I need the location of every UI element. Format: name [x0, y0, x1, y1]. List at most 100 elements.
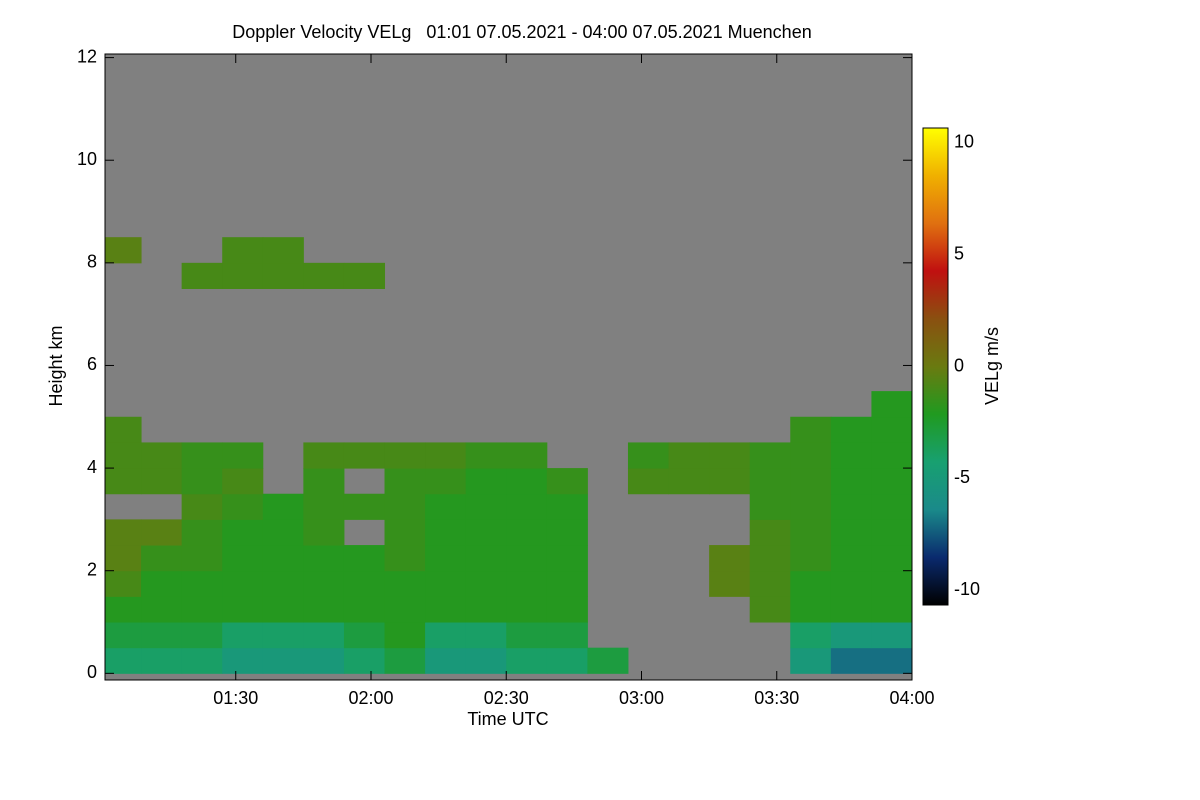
heatmap-cell	[384, 468, 426, 495]
x-tick-label: 03:00	[619, 688, 664, 708]
heatmap-cell	[749, 468, 791, 495]
heatmap-cell	[871, 416, 912, 443]
heatmap-cell	[871, 391, 912, 418]
heatmap-cell	[105, 519, 142, 546]
heatmap-cell	[105, 570, 142, 597]
heatmap-cell	[668, 442, 710, 469]
heatmap-cell	[141, 570, 183, 597]
x-tick-label: 04:00	[889, 688, 934, 708]
heatmap-cell	[749, 570, 791, 597]
heatmap-cell	[465, 545, 507, 572]
heatmap-cell	[303, 262, 345, 289]
heatmap-cell	[303, 545, 345, 572]
heatmap-cell	[222, 468, 264, 495]
heatmap-cell	[181, 468, 223, 495]
heatmap-cell	[141, 647, 183, 674]
heatmap-cell	[465, 468, 507, 495]
heatmap-cell	[506, 493, 548, 520]
heatmap-cell	[181, 647, 223, 674]
heatmap-cell	[546, 570, 588, 597]
heatmap-cell	[830, 647, 872, 674]
heatmap-cell	[871, 468, 912, 495]
heatmap-cell	[105, 468, 142, 495]
heatmap-cell	[222, 647, 264, 674]
heatmap-cell	[871, 519, 912, 546]
heatmap-cell	[546, 468, 588, 495]
heatmap-cell	[343, 570, 386, 597]
heatmap-cell	[790, 493, 832, 520]
heatmap-cell	[384, 647, 426, 674]
heatmap-cell	[709, 468, 751, 495]
heatmap-cell	[303, 468, 345, 495]
heatmap-cell	[465, 596, 507, 623]
heatmap-cell	[790, 468, 832, 495]
heatmap-cell	[262, 493, 304, 520]
heatmap-cell	[465, 519, 507, 546]
heatmap-cell	[709, 545, 751, 572]
heatmap-cell	[303, 596, 345, 623]
heatmap-cell	[506, 570, 548, 597]
heatmap-cell	[506, 596, 548, 623]
y-axis-label: Height km	[46, 325, 66, 406]
heatmap-cell	[105, 416, 142, 443]
heatmap-cell	[425, 647, 467, 674]
heatmap-cell	[506, 647, 548, 674]
heatmap-cell	[141, 442, 183, 469]
colorbar	[922, 127, 949, 606]
heatmap-cell	[384, 622, 426, 649]
heatmap-cell	[343, 262, 386, 289]
heatmap-cell	[181, 622, 223, 649]
heatmap-cell	[384, 519, 426, 546]
heatmap-cell	[790, 570, 832, 597]
colorbar-tick-label: -5	[954, 467, 970, 487]
heatmap-cell	[871, 442, 912, 469]
heatmap-cell	[830, 442, 872, 469]
heatmap-cell	[343, 442, 386, 469]
heatmap-cell	[262, 237, 304, 264]
y-tick-label: 4	[87, 457, 97, 477]
heatmap-cell	[830, 468, 872, 495]
heatmap-cell	[105, 237, 142, 264]
heatmap-cell	[790, 519, 832, 546]
heatmap-cell	[627, 468, 670, 495]
heatmap-cell	[303, 442, 345, 469]
heatmap-cell	[303, 647, 345, 674]
heatmap-cell	[587, 647, 629, 674]
y-tick-label: 0	[87, 662, 97, 682]
y-tick-label: 10	[77, 149, 97, 169]
heatmap-cell	[790, 622, 832, 649]
heatmap-cell	[384, 596, 426, 623]
heatmap-cell	[627, 442, 670, 469]
heatmap-cell	[343, 647, 386, 674]
heatmap-cell	[790, 416, 832, 443]
heatmap-cell	[790, 442, 832, 469]
colorbar-tick-label: 5	[954, 243, 964, 263]
heatmap-cell	[105, 442, 142, 469]
heatmap-cell	[546, 493, 588, 520]
heatmap-cell	[222, 442, 264, 469]
heatmap-cell	[465, 442, 507, 469]
heatmap-cell	[546, 519, 588, 546]
heatmap-cell	[790, 647, 832, 674]
heatmap-cell	[546, 596, 588, 623]
heatmap-cell	[262, 622, 304, 649]
heatmap	[105, 237, 912, 674]
heatmap-cell	[749, 519, 791, 546]
heatmap-cell	[830, 493, 872, 520]
heatmap-cell	[262, 545, 304, 572]
heatmap-cell	[668, 468, 710, 495]
heatmap-cell	[830, 622, 872, 649]
heatmap-cell	[749, 545, 791, 572]
heatmap-cell	[546, 622, 588, 649]
heatmap-cell	[749, 442, 791, 469]
heatmap-cell	[222, 596, 264, 623]
y-tick-label: 12	[77, 46, 97, 66]
y-tick-label: 8	[87, 252, 97, 272]
heatmap-cell	[343, 596, 386, 623]
heatmap-cell	[871, 596, 912, 623]
heatmap-cell	[181, 596, 223, 623]
heatmap-cell	[425, 622, 467, 649]
x-tick-label: 02:30	[484, 688, 529, 708]
heatmap-cell	[425, 545, 467, 572]
heatmap-cell	[425, 570, 467, 597]
